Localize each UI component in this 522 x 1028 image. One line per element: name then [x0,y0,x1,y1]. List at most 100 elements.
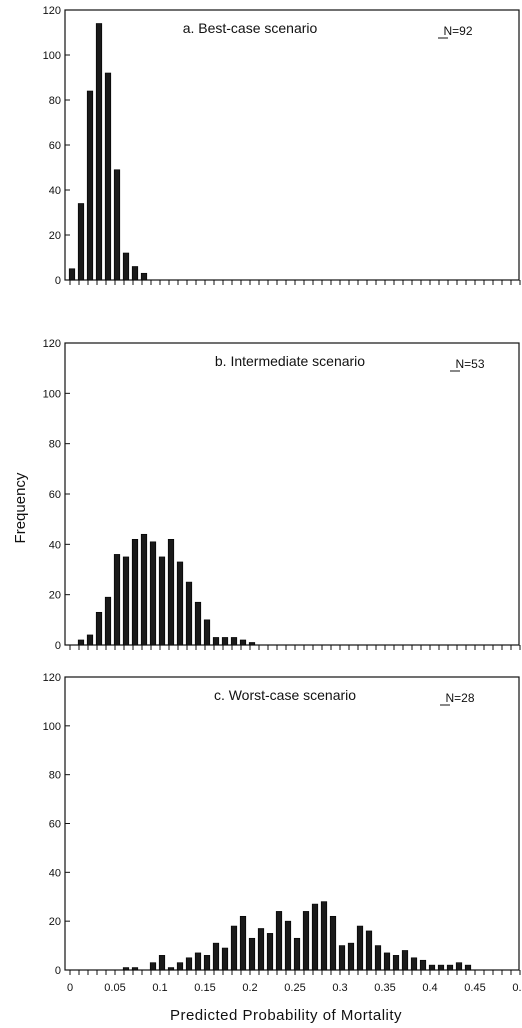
y-tick-label: 80 [49,95,61,107]
x-tick-label: 0.35 [374,982,395,994]
x-tick-label: 0.5 [512,982,522,994]
histogram-bar [239,915,247,971]
plot-frame [64,9,520,281]
histogram-bar [212,637,220,646]
y-tick-label: 120 [43,5,61,17]
histogram-bar [356,925,364,971]
histogram-bar [104,72,112,281]
histogram-bar [419,959,427,971]
panel-title: b. Intermediate scenario [215,353,365,369]
y-tick-label: 0 [55,965,61,977]
histogram-bar [158,556,166,646]
histogram-bar [464,964,472,971]
y-tick-label: 40 [49,539,61,551]
histogram-bar [122,967,130,971]
histogram-bar [176,561,184,646]
histogram-bar [86,634,94,646]
histogram-bar [68,268,76,281]
histogram-bar [95,611,103,646]
y-tick-label: 40 [49,867,61,879]
x-tick-label: 0.3 [332,982,347,994]
sample-size-label: N=53 [455,357,484,371]
histogram-bar [95,23,103,281]
y-tick-label: 0 [55,640,61,652]
histogram-bar [338,945,346,971]
histogram-bar [329,915,337,971]
histogram-bar [167,967,175,971]
histogram-bar [122,252,130,281]
histogram-bar [203,619,211,646]
y-axis-label: Frequency [12,472,29,543]
histogram-bar [239,639,247,646]
x-tick-label: 0.15 [194,982,215,994]
histogram-bar [185,957,193,971]
y-tick-label: 40 [49,185,61,197]
histogram-bar [221,947,229,971]
histogram-bar [275,911,283,971]
histogram-bar [248,642,256,646]
y-tick-label: 80 [49,770,61,782]
histogram-bar [122,556,130,646]
histogram-bar [185,581,193,646]
histogram-bar [158,955,166,971]
histogram-bar [104,596,112,646]
x-tick-label: 0.45 [464,982,485,994]
histogram-bar [176,962,184,971]
y-tick-label: 60 [49,140,61,152]
histogram-bar [86,90,94,281]
histogram-bar [194,952,202,971]
histogram-bar [320,901,328,971]
histogram-bar [230,925,238,971]
histogram-bar [383,952,391,971]
y-tick-label: 80 [49,439,61,451]
histogram-bar [113,554,121,646]
histogram-bar [77,203,85,281]
sample-size-label: N=28 [445,691,474,705]
histogram-bar [428,964,436,971]
panel-title: c. Worst-case scenario [214,687,356,703]
histogram-bar [266,933,274,971]
histogram-bar [374,945,382,971]
histogram-bar [248,937,256,971]
y-tick-label: 100 [43,50,61,62]
y-tick-label: 20 [49,230,61,242]
plot-frame [64,676,520,971]
histogram-bar [284,920,292,971]
histogram-bar [149,962,157,971]
y-tick-label: 120 [43,672,61,684]
histogram-bar [131,538,139,646]
histogram-bar [401,950,409,971]
histogram-bar [203,955,211,971]
histogram-bar [140,533,148,646]
histogram-panel-1: 0 20 40 60 80 100 120 a. Best-case scenario N=92 [43,5,521,287]
x-axis-label: Predicted Probability of Mortality [170,1007,402,1024]
x-tick-label: 0 [67,982,73,994]
y-tick-label: 20 [49,590,61,602]
y-tick-label: 120 [43,338,61,350]
histogram-bar [212,942,220,971]
histogram-bar [446,964,454,971]
y-tick-label: 20 [49,916,61,928]
y-tick-label: 100 [43,721,61,733]
histogram-bar [194,601,202,646]
histogram-bar [302,911,310,971]
sample-size-label: N=92 [443,24,472,38]
histogram-bar [113,169,121,281]
histogram-bar [311,903,319,971]
histogram-bar [149,541,157,646]
y-tick-label: 60 [49,819,61,831]
histogram-bar [230,637,238,646]
x-tick-label: 0.1 [152,982,167,994]
histogram-bar [347,942,355,971]
histogram-bar [167,538,175,646]
x-tick-label: 0.4 [422,982,437,994]
histogram-bar [131,967,139,971]
y-tick-label: 60 [49,489,61,501]
histogram-bar [437,964,445,971]
histogram-bar [410,957,418,971]
histogram-bar [365,930,373,971]
x-tick-label: 0.2 [242,982,257,994]
x-tick-label: 0.25 [284,982,305,994]
x-tick-label: 0.05 [104,982,125,994]
